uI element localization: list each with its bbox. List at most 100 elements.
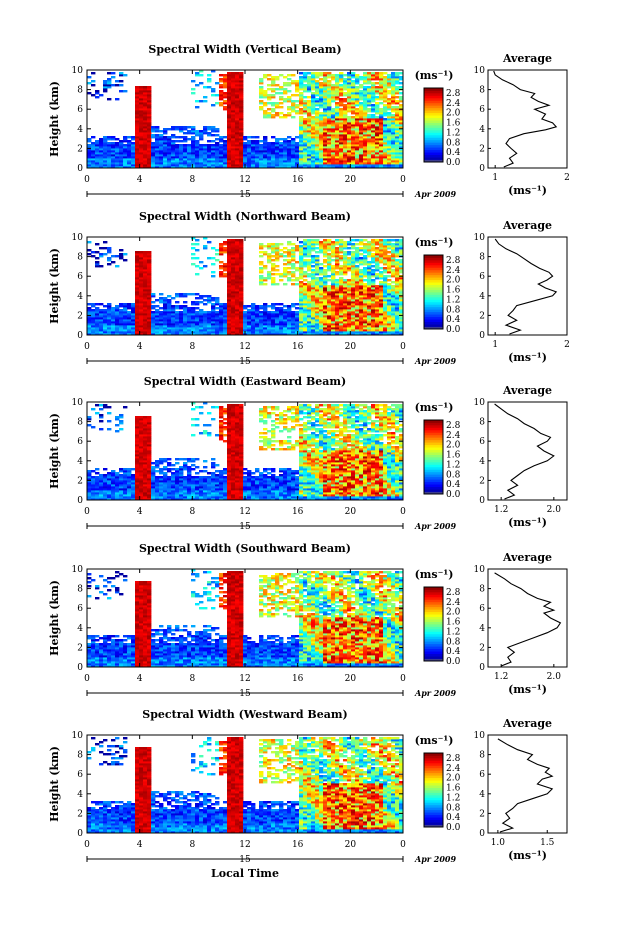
heatmap-cell: [347, 295, 352, 298]
heatmap-cell: [135, 267, 140, 270]
heatmap-cell: [367, 247, 372, 250]
heatmap-cell: [263, 323, 268, 326]
heatmap-cell: [231, 311, 236, 314]
colorbar-tick-label: 0.8: [446, 138, 461, 148]
heatmap-cell: [107, 156, 112, 159]
heatmap-cell: [303, 120, 308, 123]
heatmap-cell: [367, 138, 372, 141]
heatmap-cell: [219, 156, 224, 159]
heatmap-cell: [267, 305, 272, 308]
heatmap-cell: [139, 100, 144, 103]
heatmap-cell: [355, 146, 360, 149]
heatmap-cell: [359, 247, 364, 250]
heatmap-cell: [239, 323, 244, 326]
heatmap-cell: [119, 319, 124, 322]
heatmap-cell: [115, 317, 120, 320]
heatmap-cell: [231, 277, 236, 280]
heatmap-cell: [271, 148, 276, 151]
heatmap-cell: [379, 118, 384, 121]
heatmap-cell: [303, 160, 308, 163]
heatmap-cell: [303, 321, 308, 324]
heatmap-cell: [311, 164, 316, 167]
heatmap-cell: [335, 116, 340, 119]
heatmap-cell: [311, 245, 316, 248]
heatmap-cell: [343, 331, 348, 334]
heatmap-cell: [303, 112, 308, 115]
heatmap-cell: [259, 152, 264, 155]
heatmap-cell: [179, 315, 184, 318]
heatmap-cell: [259, 92, 264, 95]
heatmap-cell: [355, 144, 360, 147]
heatmap-cell: [119, 162, 124, 165]
heatmap-cell: [235, 86, 240, 89]
heatmap-cell: [167, 160, 172, 163]
heatmap-cell: [203, 295, 208, 298]
heatmap-cell: [143, 102, 148, 105]
heatmap-cell: [259, 305, 264, 308]
heatmap-cell: [291, 82, 296, 85]
heatmap-cell: [339, 297, 344, 300]
heatmap-cell: [319, 315, 324, 318]
heatmap-cell: [363, 76, 368, 79]
heatmap-cell: [351, 317, 356, 320]
heatmap-cell: [219, 86, 224, 89]
heatmap-cell: [143, 271, 148, 274]
heatmap-cell: [335, 128, 340, 131]
heatmap-cell: [339, 273, 344, 276]
heatmap-cell: [191, 158, 196, 161]
heatmap-cell: [203, 333, 208, 336]
heatmap-cell: [107, 150, 112, 153]
heatmap-cell: [167, 313, 172, 316]
heatmap-cell: [355, 319, 360, 322]
heatmap-cell: [379, 94, 384, 97]
heatmap-cell: [123, 166, 128, 169]
heatmap-cell: [111, 138, 116, 141]
heatmap-cell: [251, 321, 256, 324]
heatmap-cell: [307, 102, 312, 105]
heatmap-cell: [255, 144, 260, 147]
heatmap-cell: [171, 154, 176, 157]
heatmap-cell: [95, 251, 100, 254]
heatmap-cell: [275, 317, 280, 320]
heatmap-cell: [387, 118, 392, 121]
heatmap-cell: [319, 241, 324, 244]
heatmap-cell: [211, 148, 216, 151]
heatmap-cell: [239, 249, 244, 252]
heatmap-cell: [339, 329, 344, 332]
heatmap-cell: [147, 128, 152, 131]
heatmap-cell: [335, 263, 340, 266]
heatmap-cell: [255, 331, 260, 334]
heatmap-cell: [367, 108, 372, 111]
heatmap-cell: [299, 152, 304, 155]
heatmap-cell: [163, 321, 168, 324]
heatmap-cell: [263, 104, 268, 107]
heatmap-cell: [355, 253, 360, 256]
heatmap-cell: [311, 112, 316, 115]
y-axis-label: Height (km): [48, 248, 61, 324]
heatmap-cell: [367, 96, 372, 99]
heatmap-cell: [91, 154, 96, 157]
heatmap-cell: [219, 90, 224, 93]
heatmap-cell: [339, 142, 344, 145]
heatmap-cell: [315, 247, 320, 250]
heatmap-cell: [299, 118, 304, 121]
heatmap-cell: [395, 321, 400, 324]
heatmap-cell: [347, 142, 352, 145]
heatmap-cell: [375, 315, 380, 318]
heatmap-cell: [371, 74, 376, 77]
heatmap-cell: [203, 329, 208, 332]
heatmap-cell: [387, 130, 392, 133]
heatmap-cell: [187, 150, 192, 153]
heatmap-cell: [347, 311, 352, 314]
heatmap-cell: [387, 140, 392, 143]
heatmap-cell: [203, 128, 208, 131]
heatmap-cell: [351, 80, 356, 83]
heatmap-cell: [207, 132, 212, 135]
heatmap-cell: [323, 247, 328, 250]
heatmap-cell: [207, 158, 212, 161]
heatmap-cell: [151, 321, 156, 324]
heatmap-cell: [143, 148, 148, 151]
heatmap-cell: [299, 94, 304, 97]
heatmap-cell: [243, 325, 248, 328]
heatmap-cell: [239, 128, 244, 131]
